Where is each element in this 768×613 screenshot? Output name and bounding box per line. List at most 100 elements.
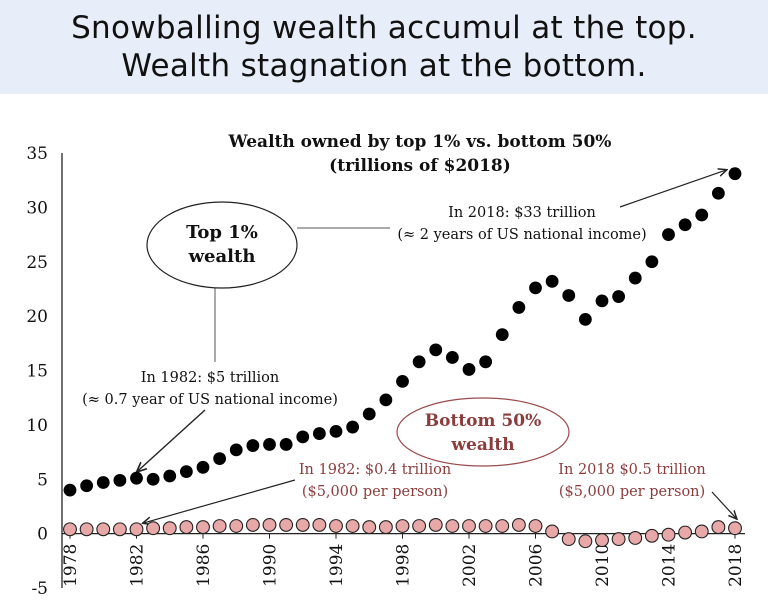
top-2018-note-line-2: (≈ 2 years of US national income) xyxy=(397,227,646,243)
bottom50-point xyxy=(445,519,460,533)
bottom50-point xyxy=(312,517,327,532)
x-tick-label: 1978 xyxy=(61,544,81,587)
bottom50-point xyxy=(63,522,77,537)
top1-point xyxy=(63,483,77,497)
bottom50-point xyxy=(262,517,277,532)
bottom50-point xyxy=(511,517,526,532)
bottom50-point xyxy=(678,525,693,540)
top1-point xyxy=(179,465,193,479)
bottom50-point xyxy=(329,519,343,533)
top1-point xyxy=(545,274,559,288)
bottom50-point xyxy=(611,532,626,547)
bottom50-point xyxy=(196,520,210,535)
top1-point xyxy=(429,343,443,357)
bottom-1982-note-line-1: In 1982: $0.4 trillion xyxy=(299,462,451,478)
bottom50-point xyxy=(428,517,443,532)
bottom50-point xyxy=(711,520,726,535)
annotation-lines xyxy=(137,170,738,524)
chart-title: Wealth owned by top 1% vs. bottom 50% xyxy=(228,132,612,152)
top1-point xyxy=(229,443,243,457)
top1-point xyxy=(662,228,675,241)
bottom50-point xyxy=(212,519,227,533)
y-tick-label: 0 xyxy=(37,525,48,545)
y-tick-label: 10 xyxy=(26,416,48,436)
top1-point xyxy=(130,471,143,485)
bottom50-point xyxy=(412,519,427,533)
bottom50-point xyxy=(595,533,609,548)
top1-point xyxy=(562,289,576,302)
y-tick-label: 25 xyxy=(26,253,48,273)
top1-point xyxy=(329,425,343,438)
top1-point xyxy=(312,427,326,440)
top1-point xyxy=(346,420,360,434)
bottom50-point xyxy=(545,524,560,539)
headline-line-2: Wealth stagnation at the bottom. xyxy=(121,48,647,84)
bottom50-point xyxy=(295,517,310,532)
top1-point xyxy=(578,312,592,326)
top-label-line-2: wealth xyxy=(188,246,256,267)
bottom50-point xyxy=(528,519,543,533)
bottom-2018-note-line-2: ($5,000 per person) xyxy=(559,484,705,500)
bottom50-point xyxy=(345,519,360,533)
top-2018-note-line-1: In 2018: $33 trillion xyxy=(448,205,596,221)
top-1982-note-line-2: (≈ 0.7 year of US national income) xyxy=(82,392,338,408)
bottom-2018-arrow xyxy=(711,491,737,519)
wealth-chart: Wealth owned by top 1% vs. bottom 50% (t… xyxy=(26,132,746,599)
y-tick-label: 15 xyxy=(26,362,48,382)
bottom50-point xyxy=(79,522,94,537)
top1-point xyxy=(163,469,177,483)
top-1982-note-line-1: In 1982: $5 trillion xyxy=(141,370,280,386)
top1-point xyxy=(529,281,542,295)
bottom50-point xyxy=(495,519,510,533)
top1-point xyxy=(628,271,642,285)
top1-point xyxy=(146,472,160,486)
bottom50-point xyxy=(229,519,244,533)
bottom50-point xyxy=(644,528,659,543)
top1-point xyxy=(113,473,127,487)
top1-point xyxy=(213,452,227,465)
top1-point xyxy=(296,430,310,444)
top1-point xyxy=(728,167,742,181)
top-1982-arrow xyxy=(137,409,206,472)
y-tick-label: -5 xyxy=(31,579,48,599)
bottom50-point xyxy=(561,532,576,547)
bottom50-point xyxy=(395,519,410,533)
bottom50-point xyxy=(112,522,127,537)
bottom50-point xyxy=(362,520,377,535)
top1-point xyxy=(412,355,426,369)
bottom50-point xyxy=(179,520,194,535)
top1-point xyxy=(695,208,709,222)
top1-point xyxy=(495,328,509,342)
top1-point xyxy=(479,355,493,369)
bottom50-point xyxy=(578,534,593,549)
x-tick-label: 2014 xyxy=(660,544,680,587)
top1-point xyxy=(445,351,459,364)
x-tick-label: 2010 xyxy=(593,544,613,587)
bottom50-point xyxy=(628,531,643,545)
top1-point xyxy=(362,407,376,421)
top1-point xyxy=(678,218,692,232)
top-label-ellipse xyxy=(146,201,298,289)
bottom50-point xyxy=(129,522,144,537)
chart-subtitle: (trillions of $2018) xyxy=(329,156,511,176)
data-points xyxy=(63,167,742,549)
x-tick-label: 2002 xyxy=(460,544,480,587)
y-tick-label: 5 xyxy=(37,470,48,490)
x-tick-label: 1982 xyxy=(128,544,148,587)
bottom-label-ellipse xyxy=(396,397,570,467)
bottom-2018-note-line-1: In 2018 $0.5 trillion xyxy=(558,462,705,478)
top1-point xyxy=(196,460,210,474)
bottom50-point xyxy=(462,519,476,533)
x-tick-label: 1998 xyxy=(394,544,414,587)
top1-point xyxy=(396,374,409,388)
y-tick-label: 30 xyxy=(26,198,48,218)
bottom50-point xyxy=(378,520,393,535)
top1-point xyxy=(279,438,293,451)
bottom50-point xyxy=(661,527,676,542)
headline-line-1: Snowballing wealth accumul at the top. xyxy=(71,10,697,46)
bottom50-point xyxy=(162,521,177,536)
x-tick-label: 2006 xyxy=(527,544,547,587)
x-tick-label: 1986 xyxy=(194,544,214,587)
x-tick-label: 1994 xyxy=(327,544,347,587)
top1-point xyxy=(80,479,94,493)
